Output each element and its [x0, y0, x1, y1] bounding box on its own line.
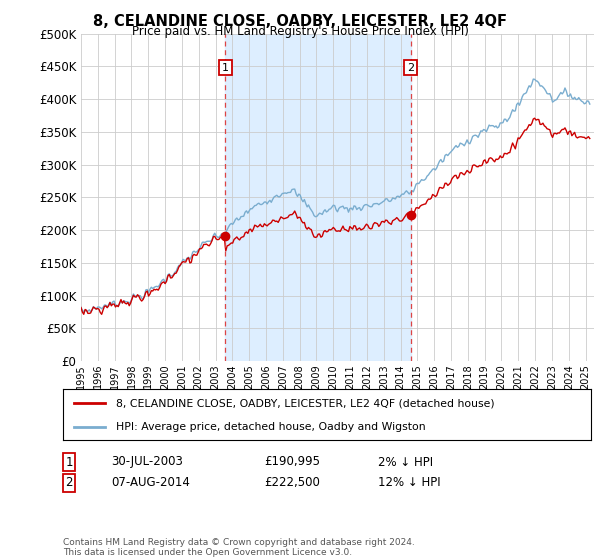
Text: Contains HM Land Registry data © Crown copyright and database right 2024.
This d: Contains HM Land Registry data © Crown c…	[63, 538, 415, 557]
Text: 8, CELANDINE CLOSE, OADBY, LEICESTER, LE2 4QF (detached house): 8, CELANDINE CLOSE, OADBY, LEICESTER, LE…	[116, 398, 494, 408]
Bar	[226, 34, 411, 361]
Text: 1: 1	[65, 455, 73, 469]
Text: £190,995: £190,995	[264, 455, 320, 469]
Text: 12% ↓ HPI: 12% ↓ HPI	[378, 476, 440, 489]
Text: 07-AUG-2014: 07-AUG-2014	[111, 476, 190, 489]
Text: Price paid vs. HM Land Registry's House Price Index (HPI): Price paid vs. HM Land Registry's House …	[131, 25, 469, 38]
Text: 2% ↓ HPI: 2% ↓ HPI	[378, 455, 433, 469]
Text: HPI: Average price, detached house, Oadby and Wigston: HPI: Average price, detached house, Oadb…	[116, 422, 425, 432]
Text: 2: 2	[407, 63, 415, 73]
Text: 1: 1	[222, 63, 229, 73]
Text: 2: 2	[65, 476, 73, 489]
Text: 8, CELANDINE CLOSE, OADBY, LEICESTER, LE2 4QF: 8, CELANDINE CLOSE, OADBY, LEICESTER, LE…	[93, 14, 507, 29]
Text: 30-JUL-2003: 30-JUL-2003	[111, 455, 183, 469]
Text: £222,500: £222,500	[264, 476, 320, 489]
